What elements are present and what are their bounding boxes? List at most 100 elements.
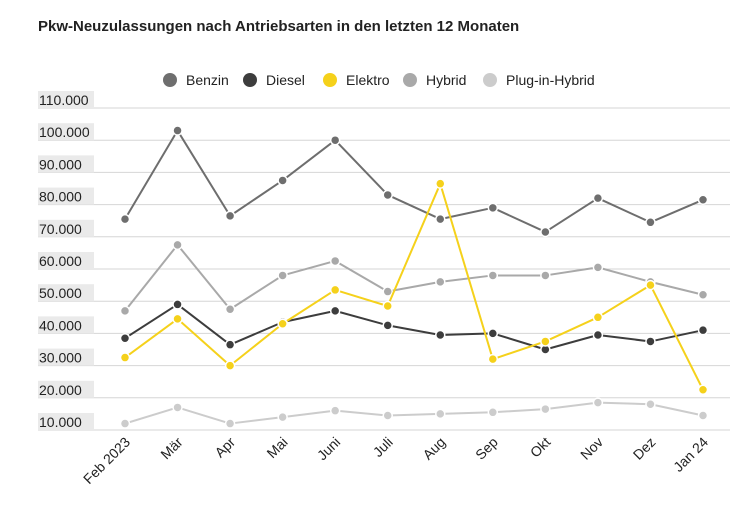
x-tick-label: Sep bbox=[472, 434, 501, 463]
series-line bbox=[124, 182, 704, 391]
y-tick-label: 50.000 bbox=[39, 285, 82, 301]
y-tick-background bbox=[38, 348, 94, 366]
data-point bbox=[224, 339, 236, 350]
legend-label: Plug-in-Hybrid bbox=[506, 72, 595, 88]
y-tick-background bbox=[38, 219, 94, 237]
y-tick-label: 10.000 bbox=[39, 414, 82, 430]
gridlines bbox=[38, 107, 730, 431]
y-tick-background bbox=[38, 187, 94, 205]
x-tick-label: Nov bbox=[577, 434, 606, 463]
data-point bbox=[172, 239, 183, 251]
data-point bbox=[329, 134, 341, 146]
data-point bbox=[540, 226, 551, 238]
data-point bbox=[592, 192, 604, 204]
data-point bbox=[382, 410, 393, 421]
y-tick-background bbox=[38, 155, 94, 173]
data-point bbox=[645, 336, 656, 347]
data-point bbox=[645, 279, 656, 291]
legend-label: Benzin bbox=[186, 72, 229, 88]
data-point bbox=[540, 403, 551, 415]
legend-label: Diesel bbox=[266, 72, 305, 88]
data-point bbox=[697, 324, 709, 336]
data-point bbox=[487, 328, 499, 339]
data-point bbox=[382, 300, 393, 312]
data-point bbox=[487, 202, 499, 214]
y-tick-background bbox=[38, 316, 94, 334]
series-line bbox=[124, 129, 704, 233]
data-point bbox=[329, 405, 341, 416]
data-point bbox=[224, 210, 236, 222]
x-tick-label: Apr bbox=[211, 434, 238, 461]
y-tick-label: 20.000 bbox=[39, 382, 82, 398]
data-point bbox=[277, 411, 288, 423]
data-point bbox=[435, 213, 446, 225]
y-tick-background bbox=[38, 252, 94, 269]
data-point bbox=[487, 407, 499, 418]
data-point bbox=[435, 408, 446, 420]
series-group bbox=[119, 125, 709, 429]
x-tick-label: Feb 2023 bbox=[80, 434, 133, 487]
data-point bbox=[592, 312, 604, 323]
data-point bbox=[119, 332, 131, 344]
legend-marker bbox=[403, 73, 417, 87]
data-point bbox=[119, 418, 131, 429]
data-point bbox=[435, 276, 446, 288]
x-axis: Feb 2023 Mär Apr Mai Juni Juli Aug Sep Okt Nov Dez… bbox=[80, 434, 711, 487]
data-point bbox=[592, 397, 604, 408]
data-point bbox=[172, 402, 183, 413]
series-line bbox=[124, 303, 704, 351]
y-tick-label: 110.000 bbox=[39, 92, 89, 108]
legend-marker bbox=[163, 73, 177, 87]
data-point bbox=[435, 178, 446, 189]
x-tick-label: Jan 24 bbox=[670, 434, 711, 475]
y-tick-label: 70.000 bbox=[39, 221, 82, 237]
y-tick-label: 100.000 bbox=[39, 124, 90, 140]
y-tick-background bbox=[38, 91, 94, 108]
data-point bbox=[645, 217, 656, 228]
y-tick-label: 30.000 bbox=[39, 350, 82, 366]
data-point bbox=[382, 320, 393, 331]
data-point bbox=[697, 289, 709, 301]
data-point bbox=[172, 313, 183, 325]
y-tick-background bbox=[38, 284, 94, 302]
series-line bbox=[124, 243, 704, 312]
chart-title: Pkw-Neuzulassungen nach Antriebsarten in… bbox=[38, 18, 520, 35]
data-point bbox=[697, 384, 709, 395]
data-point bbox=[592, 262, 604, 273]
data-point bbox=[224, 418, 236, 429]
data-point bbox=[119, 213, 131, 225]
x-tick-label: Juni bbox=[314, 434, 343, 463]
data-point bbox=[277, 175, 288, 186]
y-tick-background bbox=[38, 413, 94, 430]
y-tick-label: 40.000 bbox=[39, 317, 82, 333]
legend-label: Hybrid bbox=[426, 72, 466, 88]
legend-marker bbox=[243, 73, 257, 87]
y-axis: 10.000 20.000 30.000 40.000 50.000 60.000 70.0… bbox=[38, 91, 94, 430]
data-point bbox=[224, 304, 236, 315]
data-point bbox=[329, 284, 341, 296]
data-point bbox=[382, 286, 393, 297]
data-point bbox=[592, 329, 604, 341]
data-point bbox=[329, 305, 341, 317]
data-point bbox=[277, 318, 288, 329]
x-tick-label: Dez bbox=[630, 434, 659, 463]
y-tick-background bbox=[38, 123, 94, 141]
data-point bbox=[697, 410, 709, 421]
data-point bbox=[224, 360, 236, 371]
y-tick-label: 80.000 bbox=[39, 189, 82, 205]
data-point bbox=[382, 189, 393, 201]
x-tick-label: Juli bbox=[370, 434, 396, 460]
data-point bbox=[487, 270, 499, 281]
data-point bbox=[172, 125, 183, 136]
legend-label: Elektro bbox=[346, 72, 390, 88]
y-tick-label: 60.000 bbox=[39, 253, 82, 269]
data-point bbox=[645, 398, 656, 410]
data-point bbox=[540, 336, 551, 347]
x-tick-label: Aug bbox=[419, 434, 448, 463]
series-line bbox=[124, 401, 704, 425]
legend-marker bbox=[323, 73, 337, 87]
x-tick-label: Okt bbox=[527, 434, 554, 461]
data-point bbox=[487, 353, 499, 365]
